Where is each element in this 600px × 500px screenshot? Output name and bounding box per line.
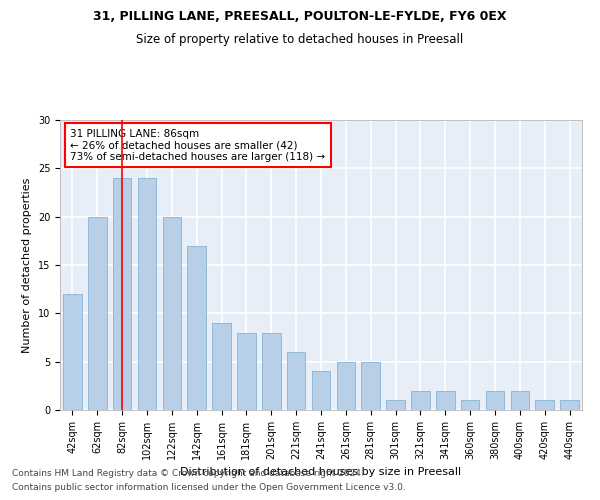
- Bar: [386, 400, 405, 410]
- Bar: [287, 352, 305, 410]
- Bar: [163, 216, 181, 410]
- Text: Size of property relative to detached houses in Preesall: Size of property relative to detached ho…: [136, 32, 464, 46]
- X-axis label: Distribution of detached houses by size in Preesall: Distribution of detached houses by size …: [181, 468, 461, 477]
- Bar: [63, 294, 82, 410]
- Text: Contains HM Land Registry data © Crown copyright and database right 2024.: Contains HM Land Registry data © Crown c…: [12, 468, 364, 477]
- Bar: [485, 390, 505, 410]
- Bar: [262, 332, 281, 410]
- Bar: [237, 332, 256, 410]
- Text: 31, PILLING LANE, PREESALL, POULTON-LE-FYLDE, FY6 0EX: 31, PILLING LANE, PREESALL, POULTON-LE-F…: [93, 10, 507, 23]
- Y-axis label: Number of detached properties: Number of detached properties: [22, 178, 32, 352]
- Bar: [511, 390, 529, 410]
- Bar: [436, 390, 455, 410]
- Bar: [187, 246, 206, 410]
- Bar: [411, 390, 430, 410]
- Bar: [212, 323, 231, 410]
- Bar: [361, 362, 380, 410]
- Bar: [137, 178, 157, 410]
- Text: 31 PILLING LANE: 86sqm
← 26% of detached houses are smaller (42)
73% of semi-det: 31 PILLING LANE: 86sqm ← 26% of detached…: [70, 128, 326, 162]
- Bar: [535, 400, 554, 410]
- Bar: [560, 400, 579, 410]
- Bar: [88, 216, 107, 410]
- Bar: [113, 178, 131, 410]
- Bar: [337, 362, 355, 410]
- Bar: [461, 400, 479, 410]
- Bar: [311, 372, 331, 410]
- Text: Contains public sector information licensed under the Open Government Licence v3: Contains public sector information licen…: [12, 484, 406, 492]
